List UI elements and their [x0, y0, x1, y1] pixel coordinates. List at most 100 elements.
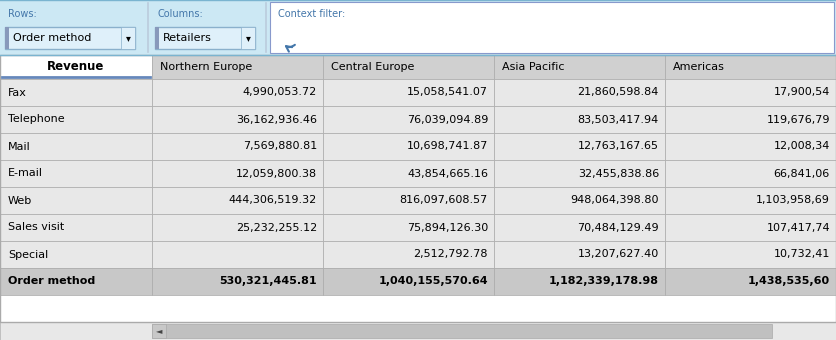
Text: Columns:: Columns: [158, 9, 204, 19]
Bar [152, 55, 323, 79]
Bar [665, 133, 836, 160]
Text: 816,097,608.57: 816,097,608.57 [400, 195, 488, 205]
Bar [494, 241, 665, 268]
Text: Mail: Mail [8, 141, 31, 152]
Text: 83,503,417.94: 83,503,417.94 [578, 115, 659, 124]
Bar [665, 160, 836, 187]
Bar [323, 214, 494, 241]
Bar [152, 106, 323, 133]
Bar [323, 133, 494, 160]
Bar [0, 0, 836, 55]
Text: 1,438,535,60: 1,438,535,60 [748, 276, 830, 287]
Text: 76,039,094.89: 76,039,094.89 [406, 115, 488, 124]
Bar [5, 27, 135, 49]
Text: Sales visit: Sales visit [8, 222, 64, 233]
Bar [0, 106, 152, 133]
Bar [494, 79, 665, 106]
Text: 21,860,598.84: 21,860,598.84 [578, 87, 659, 98]
Text: 43,854,665.16: 43,854,665.16 [407, 169, 488, 178]
Bar [665, 214, 836, 241]
Text: Telephone: Telephone [8, 115, 64, 124]
Text: Revenue: Revenue [48, 61, 104, 73]
Text: Northern Europe: Northern Europe [160, 62, 252, 72]
Bar [665, 187, 836, 214]
Bar [0, 187, 152, 214]
Text: 530,321,445.81: 530,321,445.81 [219, 276, 317, 287]
Bar [323, 55, 494, 79]
Text: 1,182,339,178.98: 1,182,339,178.98 [549, 276, 659, 287]
Bar [5, 27, 9, 49]
Text: Order method: Order method [13, 33, 91, 43]
Bar [665, 241, 836, 268]
Bar [152, 214, 323, 241]
Bar [323, 241, 494, 268]
Bar [323, 106, 494, 133]
Bar [323, 160, 494, 187]
Text: Special: Special [8, 250, 48, 259]
Text: 1,040,155,570.64: 1,040,155,570.64 [379, 276, 488, 287]
Text: Web: Web [8, 195, 33, 205]
Text: Rows:: Rows: [8, 9, 37, 19]
Text: 25,232,255.12: 25,232,255.12 [236, 222, 317, 233]
Bar [494, 133, 665, 160]
Text: 70,484,129.49: 70,484,129.49 [578, 222, 659, 233]
Bar [152, 324, 772, 338]
Text: Central Europe: Central Europe [331, 62, 415, 72]
Text: 13,207,627.40: 13,207,627.40 [578, 250, 659, 259]
Bar [494, 160, 665, 187]
Bar [323, 268, 494, 295]
Text: ▾: ▾ [246, 33, 251, 43]
Bar [0, 55, 152, 79]
Bar [323, 79, 494, 106]
Text: 75,894,126.30: 75,894,126.30 [407, 222, 488, 233]
Text: 444,306,519.32: 444,306,519.32 [229, 195, 317, 205]
Bar [665, 268, 836, 295]
Bar [0, 241, 152, 268]
Text: Context filter:: Context filter: [278, 9, 345, 19]
Text: 119,676,79: 119,676,79 [767, 115, 830, 124]
Bar [155, 27, 159, 49]
Text: 2,512,792.78: 2,512,792.78 [414, 250, 488, 259]
Bar [0, 268, 152, 295]
Bar [152, 268, 323, 295]
Text: 10,698,741.87: 10,698,741.87 [406, 141, 488, 152]
Bar [665, 79, 836, 106]
Bar [152, 160, 323, 187]
Bar [0, 322, 836, 340]
Bar [241, 27, 255, 49]
Text: 66,841,06: 66,841,06 [774, 169, 830, 178]
Bar [0, 79, 152, 106]
Bar [152, 79, 323, 106]
Bar [152, 324, 166, 338]
Text: 4,990,053.72: 4,990,053.72 [242, 87, 317, 98]
Text: 948,064,398.80: 948,064,398.80 [570, 195, 659, 205]
Text: 12,059,800.38: 12,059,800.38 [236, 169, 317, 178]
Bar [323, 187, 494, 214]
Text: 17,900,54: 17,900,54 [773, 87, 830, 98]
Bar [665, 55, 836, 79]
Text: Fax: Fax [8, 87, 27, 98]
Text: 7,569,880.81: 7,569,880.81 [242, 141, 317, 152]
Bar [0, 55, 836, 322]
Bar [494, 187, 665, 214]
Bar [155, 27, 255, 49]
Text: E-mail: E-mail [8, 169, 43, 178]
Bar [0, 133, 152, 160]
Bar [494, 214, 665, 241]
Bar [152, 187, 323, 214]
Bar [270, 2, 834, 53]
Bar [152, 241, 323, 268]
Text: 32,455,838.86: 32,455,838.86 [578, 169, 659, 178]
Text: Retailers: Retailers [163, 33, 212, 43]
Bar [152, 133, 323, 160]
Text: Asia Pacific: Asia Pacific [502, 62, 564, 72]
Text: 10,732,41: 10,732,41 [773, 250, 830, 259]
Text: ◄: ◄ [155, 326, 162, 336]
Bar [0, 214, 152, 241]
Bar [494, 55, 665, 79]
Bar [665, 106, 836, 133]
Text: 107,417,74: 107,417,74 [767, 222, 830, 233]
Text: 12,763,167.65: 12,763,167.65 [578, 141, 659, 152]
Text: 36,162,936.46: 36,162,936.46 [236, 115, 317, 124]
Bar [494, 106, 665, 133]
